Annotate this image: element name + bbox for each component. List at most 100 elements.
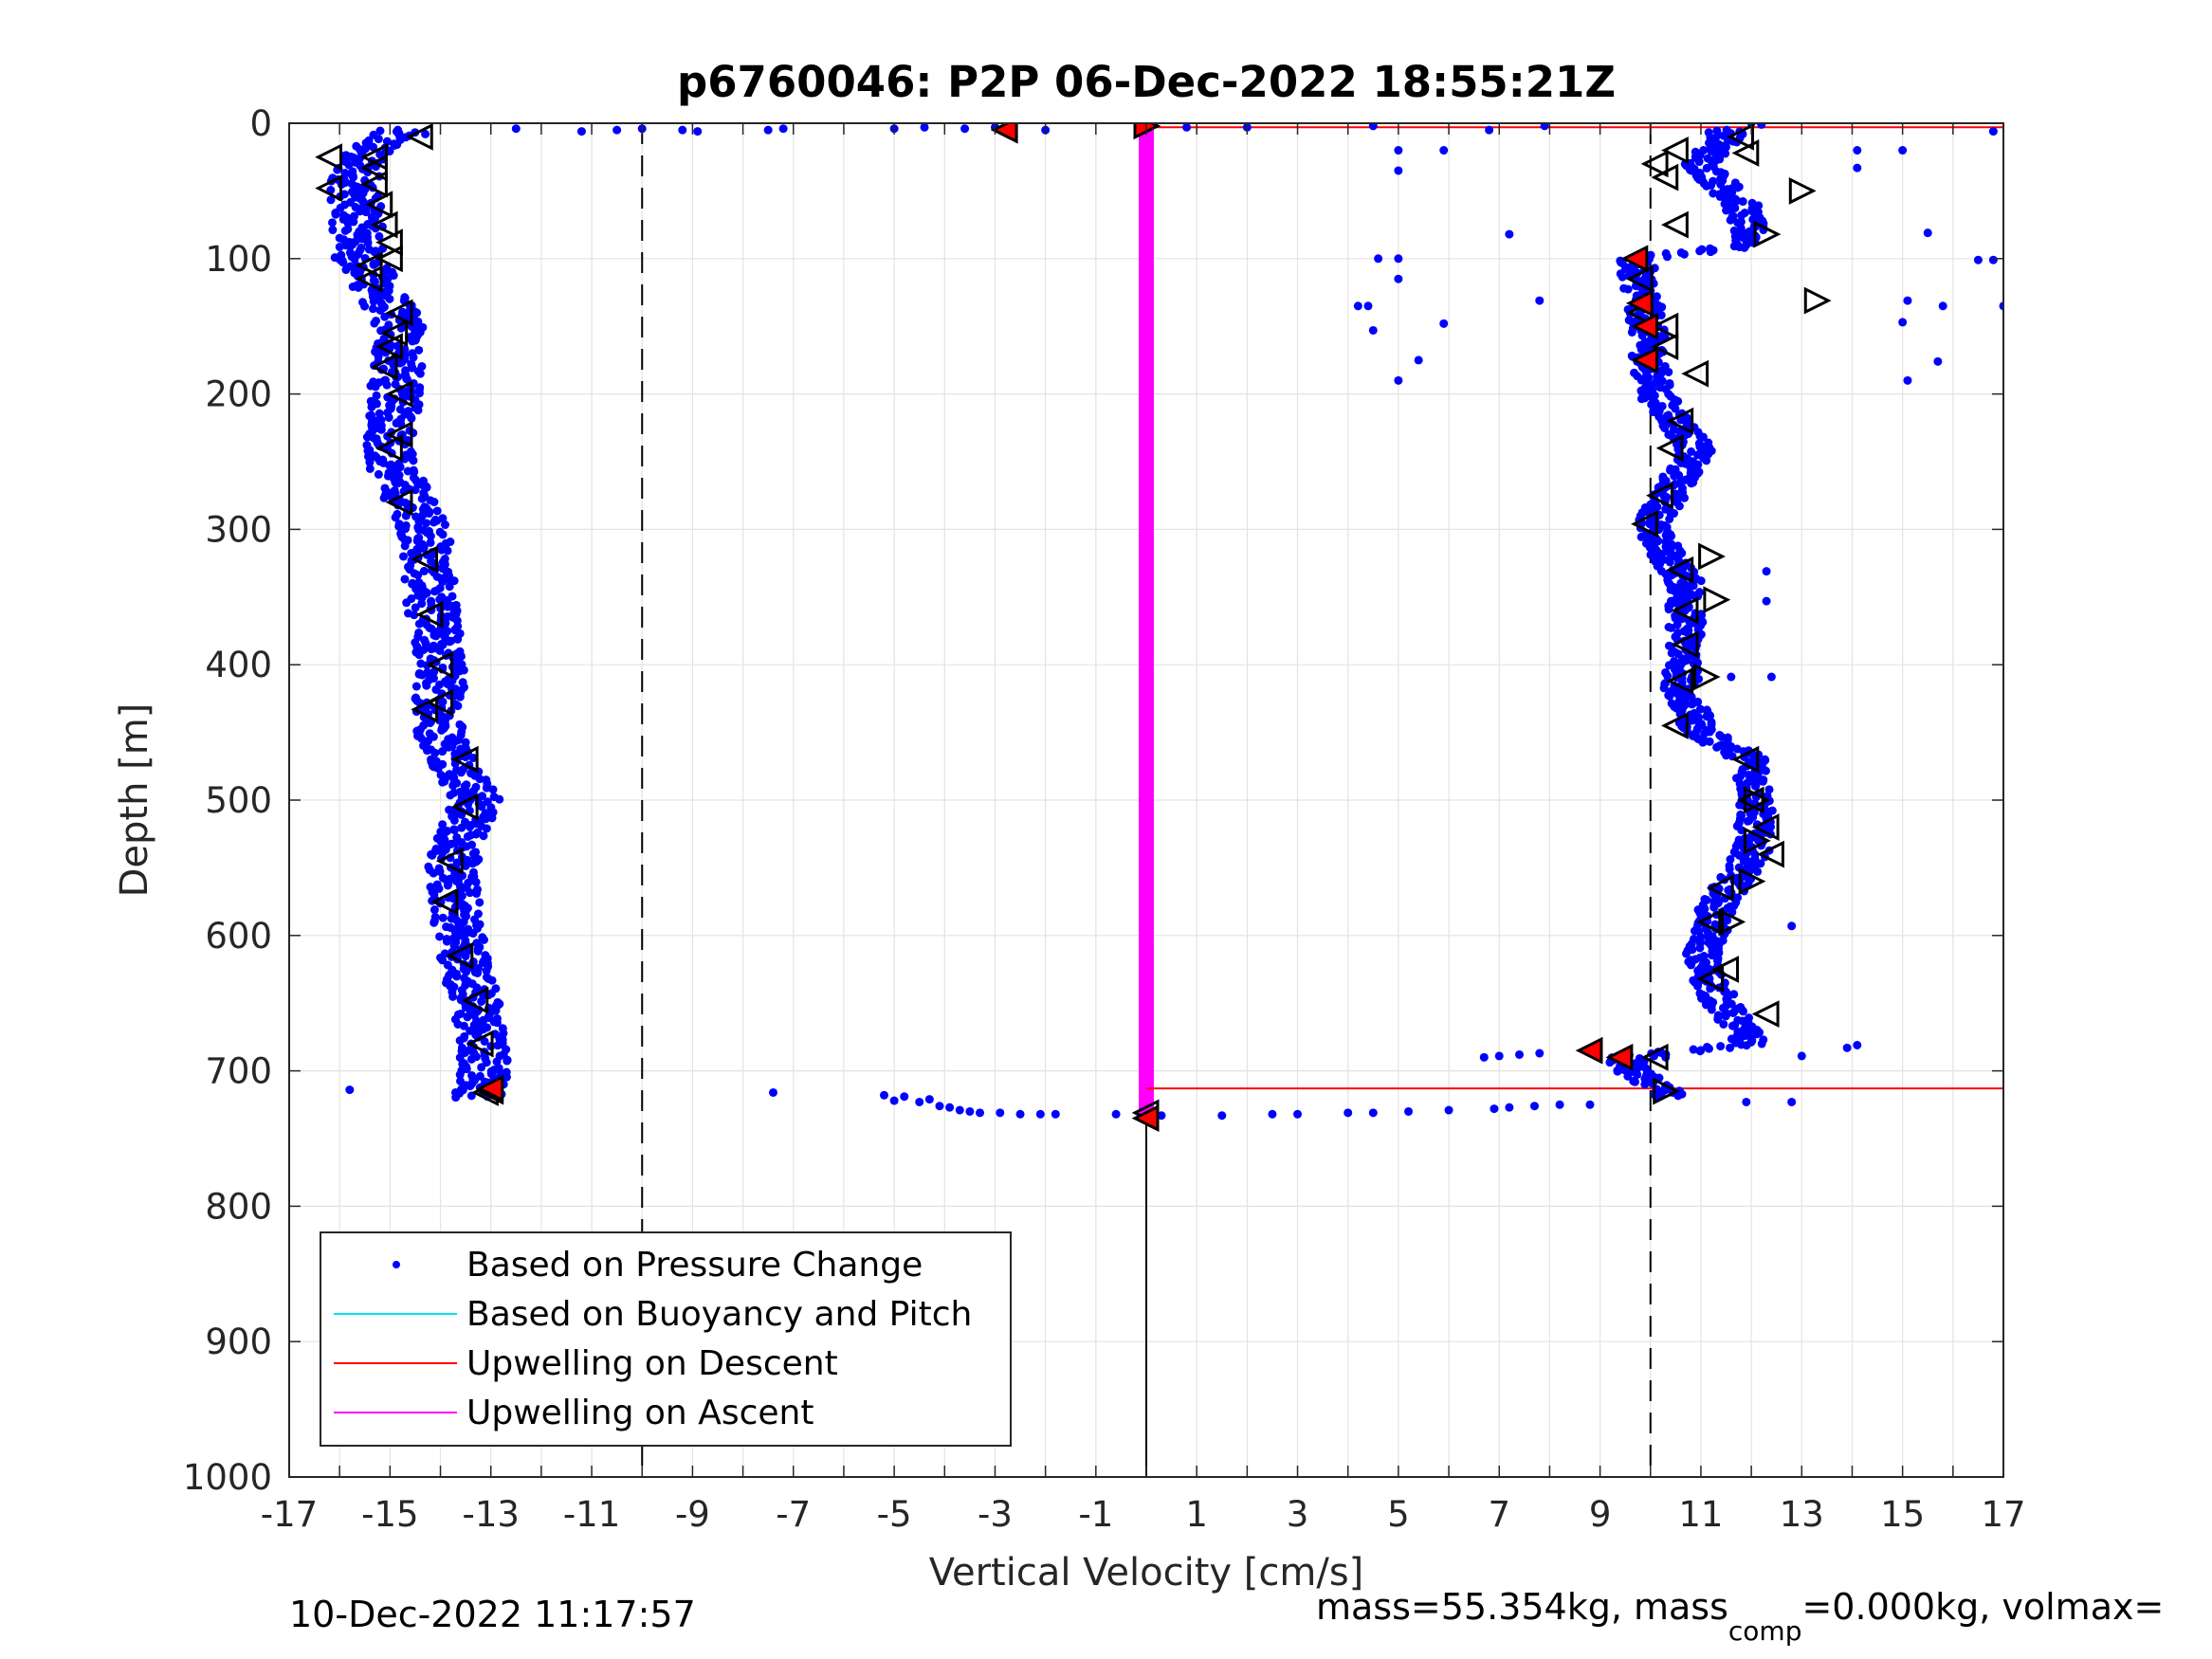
- left-triangle-marker: [370, 210, 398, 239]
- pressure-point: [1702, 163, 1711, 173]
- left-triangle-marker: [1631, 510, 1658, 538]
- pressure-point: [365, 458, 375, 467]
- left-triangle-marker: [1727, 123, 1754, 151]
- left-triangle-marker: [375, 333, 403, 361]
- pressure-point: [438, 577, 448, 587]
- pressure-point: [434, 884, 444, 893]
- pressure-point: [1344, 1108, 1353, 1118]
- pressure-point: [996, 1108, 1005, 1118]
- pressure-point: [328, 226, 338, 235]
- pressure-point: [435, 646, 445, 655]
- pressure-point: [1439, 319, 1449, 328]
- pressure-point: [1853, 146, 1862, 155]
- pressure-point: [1535, 296, 1545, 305]
- pressure-point: [402, 598, 411, 608]
- legend-label-ascent: Upwelling on Ascent: [466, 1394, 814, 1432]
- pressure-point: [456, 768, 466, 777]
- pressure-point: [1636, 394, 1646, 404]
- pressure-point: [1736, 1032, 1746, 1042]
- pressure-point: [461, 861, 470, 870]
- x-tick-label: 15: [1880, 1494, 1925, 1535]
- x-tick-label: -3: [978, 1494, 1013, 1535]
- pressure-point: [443, 546, 452, 556]
- pressure-point: [452, 972, 462, 981]
- pressure-point: [1679, 249, 1689, 259]
- right-triangle-marker: [1698, 542, 1726, 571]
- pressure-point: [449, 815, 459, 825]
- left-triangle-marker: [1651, 312, 1679, 340]
- left-triangle-marker: [1131, 1104, 1160, 1133]
- y-tick-label: 500: [205, 780, 272, 821]
- pressure-point: [482, 824, 491, 833]
- pressure-point: [371, 382, 380, 392]
- pressure-point: [438, 747, 448, 757]
- pressure-point: [495, 794, 504, 804]
- pressure-point: [438, 530, 448, 539]
- pressure-point: [480, 935, 489, 944]
- pressure-point: [462, 967, 471, 976]
- pressure-point: [960, 124, 970, 134]
- left-triangle-marker: [375, 245, 403, 273]
- left-triangle-marker: [1640, 1043, 1669, 1071]
- pressure-point: [1687, 960, 1696, 970]
- pressure-point: [1293, 1109, 1303, 1119]
- y-tick-label: 900: [205, 1322, 272, 1362]
- pressure-point: [413, 406, 423, 415]
- right-triangle-marker: [1653, 1077, 1681, 1105]
- pressure-point: [1555, 1100, 1564, 1109]
- pressure-point: [480, 1036, 489, 1046]
- pressure-point: [409, 353, 418, 362]
- pressure-point: [1505, 1103, 1514, 1112]
- x-tick-label: 17: [1981, 1494, 2025, 1535]
- left-triangle-marker: [1731, 745, 1760, 774]
- left-triangle-marker: [446, 941, 474, 970]
- pressure-point: [1717, 732, 1727, 741]
- pressure-point: [488, 785, 498, 794]
- left-triangle-marker: [375, 228, 403, 257]
- pressure-point: [1363, 301, 1373, 311]
- pressure-point: [976, 1108, 985, 1118]
- x-tick-label: -13: [462, 1494, 519, 1535]
- x-tick-label: 9: [1589, 1494, 1612, 1535]
- pressure-point: [445, 637, 454, 647]
- legend-label-buoyancy: Based on Buoyancy and Pitch: [466, 1295, 972, 1334]
- left-triangle-marker: [1751, 1000, 1780, 1029]
- pressure-point: [1505, 229, 1514, 239]
- x-tick-label: -17: [261, 1494, 318, 1535]
- pressure-point: [1217, 1111, 1227, 1121]
- pressure-point: [375, 126, 385, 136]
- pressure-point: [459, 1021, 468, 1030]
- pressure-point: [1479, 1052, 1489, 1062]
- pressure-point: [457, 823, 466, 832]
- pressure-point: [1705, 737, 1714, 746]
- pressure-point: [1689, 1045, 1698, 1054]
- pressure-point: [1623, 284, 1633, 294]
- pressure-point: [1999, 301, 2003, 311]
- pressure-point: [1613, 1066, 1622, 1076]
- pressure-point: [468, 753, 478, 762]
- left-triangle-marker: [1620, 245, 1649, 273]
- left-triangle-marker: [1655, 434, 1684, 463]
- pressure-point: [379, 493, 389, 502]
- pressure-point: [879, 1090, 888, 1100]
- pressure-point: [1751, 781, 1761, 791]
- plot-content: [315, 123, 2003, 1477]
- pressure-point: [455, 1036, 465, 1046]
- left-triangle-marker: [411, 695, 439, 723]
- left-triangle-marker: [1625, 264, 1654, 293]
- pressure-point: [376, 425, 386, 434]
- y-tick-label: 400: [205, 645, 272, 685]
- pressure-point: [1111, 1109, 1121, 1119]
- left-triangle-marker: [1751, 813, 1780, 841]
- pressure-point: [417, 670, 427, 680]
- pressure-point: [466, 1054, 476, 1064]
- pressure-point: [1414, 356, 1423, 365]
- pressure-point: [1015, 1109, 1025, 1119]
- pressure-point: [421, 129, 430, 138]
- pressure-point: [449, 826, 459, 835]
- y-tick-label: 800: [205, 1186, 272, 1227]
- pressure-point: [1898, 318, 1908, 327]
- left-triangle-marker: [1631, 346, 1658, 374]
- pressure-point: [445, 582, 454, 592]
- pressure-point: [435, 932, 445, 941]
